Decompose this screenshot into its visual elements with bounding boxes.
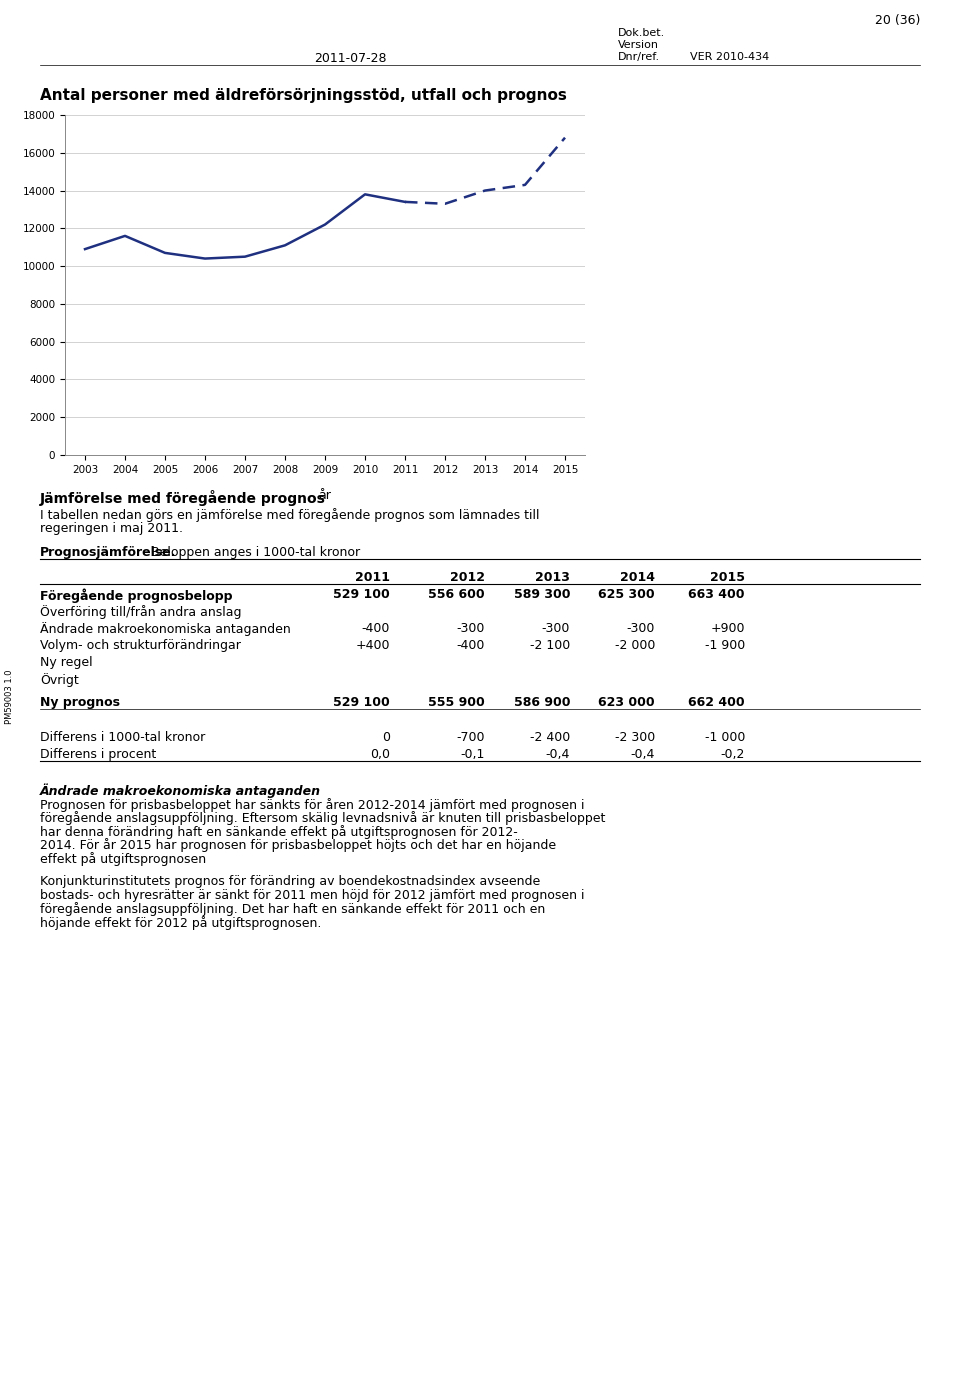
- Text: 2014: 2014: [620, 571, 655, 585]
- Text: Ny prognos: Ny prognos: [40, 696, 120, 709]
- Text: Jämförelse med föregående prognos: Jämförelse med föregående prognos: [40, 490, 325, 506]
- Text: -2 100: -2 100: [530, 639, 570, 651]
- Text: Differens i 1000-tal kronor: Differens i 1000-tal kronor: [40, 731, 205, 744]
- Text: föregående anslagsuppföljning. Eftersom skälig levnadsnivå är knuten till prisba: föregående anslagsuppföljning. Eftersom …: [40, 812, 606, 826]
- Text: 2015: 2015: [710, 571, 745, 585]
- Text: -0,2: -0,2: [721, 748, 745, 762]
- Text: -2 300: -2 300: [614, 731, 655, 744]
- Text: PM59003 1.0: PM59003 1.0: [6, 670, 14, 724]
- Text: -0,1: -0,1: [461, 748, 485, 762]
- Text: 589 300: 589 300: [514, 589, 570, 601]
- Text: -0,4: -0,4: [545, 748, 570, 762]
- Text: Differens i procent: Differens i procent: [40, 748, 156, 762]
- Text: -700: -700: [457, 731, 485, 744]
- Text: -2 400: -2 400: [530, 731, 570, 744]
- Text: Ändrade makroekonomiska antaganden: Ändrade makroekonomiska antaganden: [40, 783, 321, 798]
- Text: 663 400: 663 400: [688, 589, 745, 601]
- Text: 625 300: 625 300: [598, 589, 655, 601]
- Text: Prognosen för prisbasbeloppet har sänkts för åren 2012-2014 jämfört med prognose: Prognosen för prisbasbeloppet har sänkts…: [40, 798, 585, 812]
- Text: -300: -300: [541, 622, 570, 635]
- Text: har denna förändring haft en sänkande effekt på utgiftsprognosen för 2012-: har denna förändring haft en sänkande ef…: [40, 824, 517, 838]
- Text: Beloppen anges i 1000-tal kronor: Beloppen anges i 1000-tal kronor: [147, 545, 360, 559]
- Text: bostads- och hyresrätter är sänkt för 2011 men höjd för 2012 jämfört med prognos: bostads- och hyresrätter är sänkt för 20…: [40, 889, 585, 903]
- Text: 0,0: 0,0: [370, 748, 390, 762]
- Text: Antal personer med äldreförsörjningsstöd, utfall och prognos: Antal personer med äldreförsörjningsstöd…: [40, 88, 566, 103]
- Text: 20 (36): 20 (36): [875, 14, 920, 27]
- Text: 2012: 2012: [450, 571, 485, 585]
- Text: effekt på utgiftsprognosen: effekt på utgiftsprognosen: [40, 852, 206, 866]
- Text: -300: -300: [457, 622, 485, 635]
- Text: +400: +400: [355, 639, 390, 651]
- Text: 0: 0: [382, 731, 390, 744]
- Text: Prognosjämförelse.: Prognosjämförelse.: [40, 545, 177, 559]
- Text: regeringen i maj 2011.: regeringen i maj 2011.: [40, 522, 183, 536]
- Text: 662 400: 662 400: [688, 696, 745, 709]
- Text: 2011: 2011: [355, 571, 390, 585]
- Text: 555 900: 555 900: [428, 696, 485, 709]
- Text: 586 900: 586 900: [514, 696, 570, 709]
- Text: +900: +900: [710, 622, 745, 635]
- Text: -2 000: -2 000: [614, 639, 655, 651]
- Text: -400: -400: [457, 639, 485, 651]
- Text: Föregående prognosbelopp: Föregående prognosbelopp: [40, 589, 232, 603]
- Text: höjande effekt för 2012 på utgiftsprognosen.: höjande effekt för 2012 på utgiftsprogno…: [40, 917, 322, 930]
- Text: Konjunkturinstitutets prognos för förändring av boendekostnadsindex avseende: Konjunkturinstitutets prognos för föränd…: [40, 876, 540, 889]
- Text: 2014. För år 2015 har prognosen för prisbasbeloppet höjts och det har en höjande: 2014. För år 2015 har prognosen för pris…: [40, 838, 556, 852]
- Text: Dnr/ref.: Dnr/ref.: [618, 52, 660, 61]
- Text: 529 100: 529 100: [333, 696, 390, 709]
- Text: VER 2010-434: VER 2010-434: [690, 52, 769, 61]
- Text: Volym- och strukturförändringar: Volym- och strukturförändringar: [40, 639, 241, 651]
- Text: Övrigt: Övrigt: [40, 672, 79, 686]
- Text: -1 900: -1 900: [705, 639, 745, 651]
- Text: Överföring till/från andra anslag: Överföring till/från andra anslag: [40, 605, 242, 619]
- Text: 2011-07-28: 2011-07-28: [314, 52, 386, 66]
- Text: Dok.bet.: Dok.bet.: [618, 28, 665, 38]
- Text: -1 000: -1 000: [705, 731, 745, 744]
- Text: -300: -300: [627, 622, 655, 635]
- Text: I tabellen nedan görs en jämförelse med föregående prognos som lämnades till: I tabellen nedan görs en jämförelse med …: [40, 508, 540, 522]
- Text: Ändrade makroekonomiska antaganden: Ändrade makroekonomiska antaganden: [40, 622, 291, 636]
- X-axis label: år: år: [319, 488, 331, 502]
- Text: 623 000: 623 000: [598, 696, 655, 709]
- Text: -400: -400: [362, 622, 390, 635]
- Text: 529 100: 529 100: [333, 589, 390, 601]
- Text: -0,4: -0,4: [631, 748, 655, 762]
- Text: Ny regel: Ny regel: [40, 656, 92, 670]
- Text: 556 600: 556 600: [428, 589, 485, 601]
- Text: Version: Version: [618, 40, 659, 50]
- Text: föregående anslagsuppföljning. Det har haft en sänkande effekt för 2011 och en: föregående anslagsuppföljning. Det har h…: [40, 903, 545, 917]
- Text: 2013: 2013: [535, 571, 570, 585]
